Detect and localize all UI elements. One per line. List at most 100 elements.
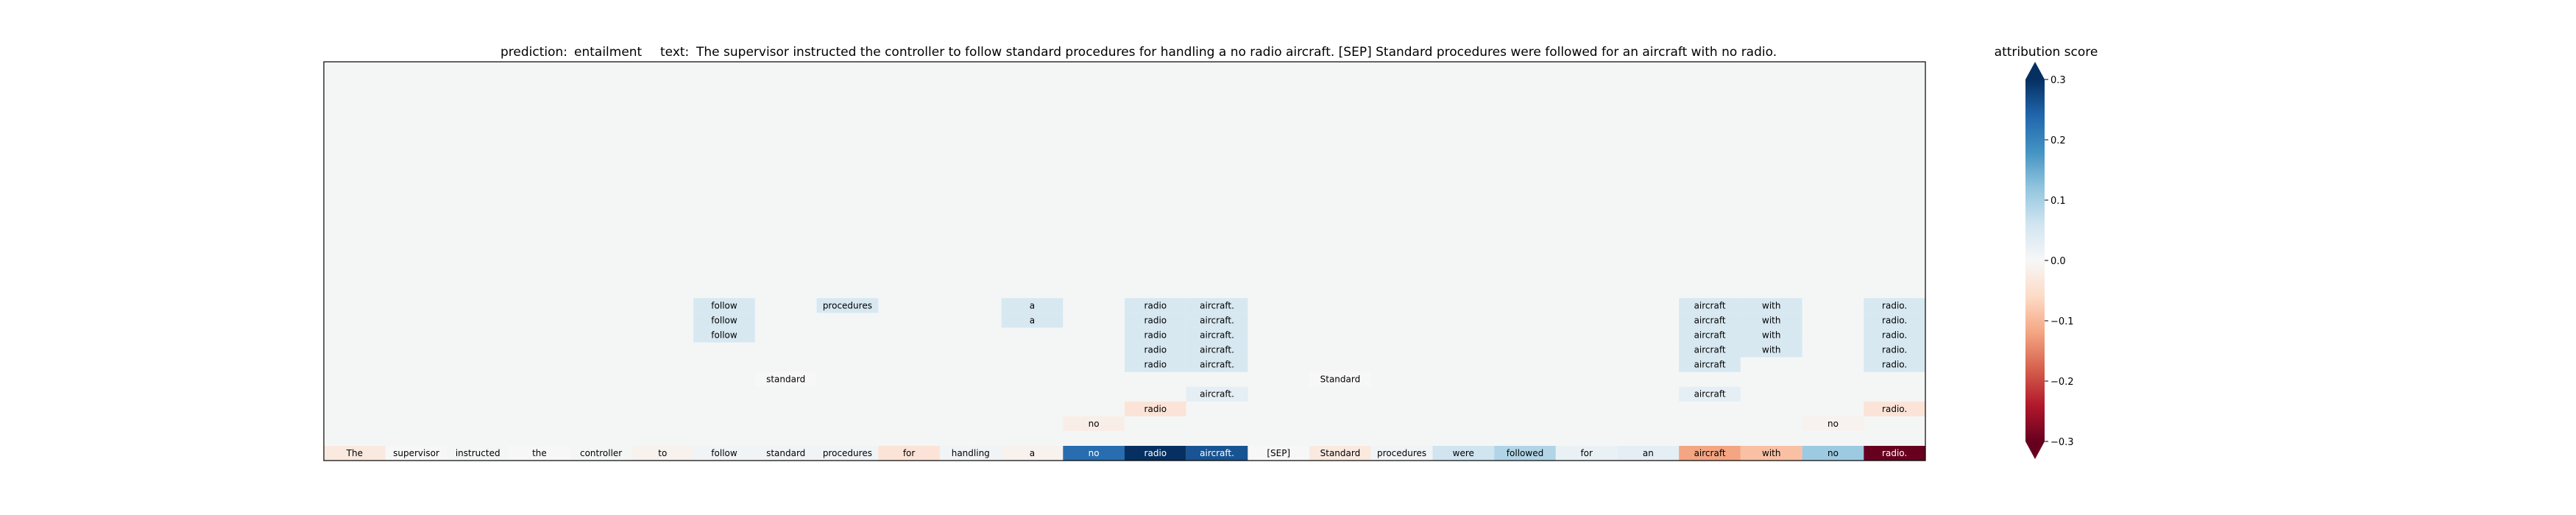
heatmap-cell (1679, 327, 1741, 343)
heatmap-cell (1740, 327, 1802, 343)
heatmap-cell (1679, 313, 1741, 328)
token-cell (1186, 446, 1248, 461)
heatmap-cell (1864, 327, 1925, 343)
heatmap-cell-label: aircraft (1694, 330, 1726, 340)
token-cell (1679, 446, 1741, 461)
heatmap-cell-label: aircraft. (1200, 389, 1234, 399)
heatmap-cell-label: radio. (1882, 315, 1907, 325)
heatmap-cell (1679, 386, 1741, 402)
heatmap-cell (1001, 298, 1064, 313)
token-label: radio. (1882, 448, 1907, 458)
heatmap-cell-label: Standard (1320, 374, 1361, 385)
heatmap-cell (1864, 313, 1925, 328)
token-label: Standard (1320, 448, 1361, 458)
heatmap-cell (1186, 386, 1248, 402)
token-label: aircraft (1694, 448, 1726, 458)
colorbar-tick-label: −0.2 (2050, 377, 2074, 388)
colorbar-tick-label: −0.1 (2050, 316, 2074, 327)
colorbar-tick-label: 0.0 (2050, 256, 2066, 267)
token-cell (1125, 446, 1186, 461)
heatmap-cell (816, 298, 879, 313)
token-label: were (1453, 448, 1474, 458)
heatmap-cell-label: radio. (1882, 330, 1907, 340)
heatmap-cell-label: aircraft (1694, 300, 1726, 310)
heatmap-cell (1186, 313, 1248, 328)
title-text-value: The supervisor instructed the controller… (696, 45, 1777, 60)
heatmap-cell-label: radio. (1882, 345, 1907, 355)
heatmap-frame (323, 61, 1926, 461)
heatmap-cell-label: radio. (1882, 300, 1907, 310)
heatmap-cell-label: aircraft (1694, 315, 1726, 325)
token-label: controller (580, 448, 622, 458)
token-label: supervisor (393, 448, 439, 458)
token-label: procedures (823, 448, 872, 458)
heatmap-cell (1740, 313, 1802, 328)
heatmap-cell (1740, 342, 1802, 358)
token-label: with (1762, 448, 1780, 458)
heatmap-cell-label: radio (1144, 345, 1167, 355)
heatmap-cell-label: aircraft (1694, 360, 1726, 370)
token-cell (631, 446, 694, 461)
heatmap-cell (1001, 313, 1064, 328)
token-label: for (1580, 448, 1593, 458)
heatmap-cell-label: radio. (1882, 404, 1907, 414)
token-label: [SEP] (1267, 448, 1290, 458)
token-label: an (1643, 448, 1654, 458)
heatmap-cell-label: no (1089, 419, 1100, 429)
heatmap-cell-label: aircraft. (1200, 330, 1234, 340)
token-cell (1617, 446, 1680, 461)
colorbar: 0.3 0.2 0.1 0.0 −0.1 −0.2 −0.3 (2025, 62, 2074, 459)
token-label: handling (952, 448, 990, 458)
colorbar-tick-label: 0.1 (2050, 196, 2066, 207)
heatmap-cell (1125, 401, 1186, 416)
heatmap-cell-label: follow (711, 330, 737, 340)
heatmap-cell-label: radio (1144, 404, 1167, 414)
token-label: a (1030, 448, 1035, 458)
heatmap-cell-label: a (1030, 315, 1035, 325)
heatmap-cell (1679, 342, 1741, 358)
heatmap-cell (1186, 342, 1248, 358)
token-label: aircraft. (1200, 448, 1234, 458)
title-text-label: text: (660, 45, 689, 60)
heatmap-cell-label: with (1762, 300, 1780, 310)
heatmap-cell (1186, 357, 1248, 372)
colorbar-gradient (2025, 79, 2045, 441)
heatmap-cell-label: aircraft. (1200, 315, 1234, 325)
token-cell (1432, 446, 1495, 461)
heatmap-cell-label: aircraft (1694, 345, 1726, 355)
token-cell (1001, 446, 1064, 461)
token-cell (693, 446, 755, 461)
token-cell (1740, 446, 1802, 461)
heatmap-cell-label: with (1762, 315, 1780, 325)
colorbar-extend-min (2025, 441, 2045, 459)
heatmap-cell-label: a (1030, 300, 1035, 310)
token-cell (509, 446, 570, 461)
title-prediction-label: prediction: (500, 45, 567, 60)
token-cell (1248, 446, 1310, 461)
heatmap-cell (1186, 298, 1248, 313)
heatmap-cell (1864, 401, 1925, 416)
title-prediction-value: entailment (574, 45, 643, 60)
heatmap-cell (1186, 327, 1248, 343)
token-label: instructed (456, 448, 500, 458)
token-label: no (1089, 448, 1100, 458)
token-label: procedures (1377, 448, 1426, 458)
token-cell (939, 446, 1002, 461)
token-cell (1370, 446, 1433, 461)
heatmap-cell (1125, 298, 1186, 313)
token-cell (1309, 446, 1371, 461)
token-cell (1494, 446, 1556, 461)
heatmap-cell (1679, 357, 1741, 372)
token-cell (1864, 446, 1925, 461)
heatmap-cell (1802, 416, 1864, 431)
heatmap-cell (1864, 342, 1925, 358)
token-cell (385, 446, 447, 461)
colorbar-tick-label: 0.2 (2050, 135, 2066, 146)
heatmap-cell-label: with (1762, 345, 1780, 355)
colorbar-tick-label: 0.3 (2050, 75, 2066, 86)
heatmap-background (324, 62, 1925, 461)
heatmap-cell-label: no (1827, 419, 1839, 429)
heatmap-cell (1125, 342, 1186, 358)
